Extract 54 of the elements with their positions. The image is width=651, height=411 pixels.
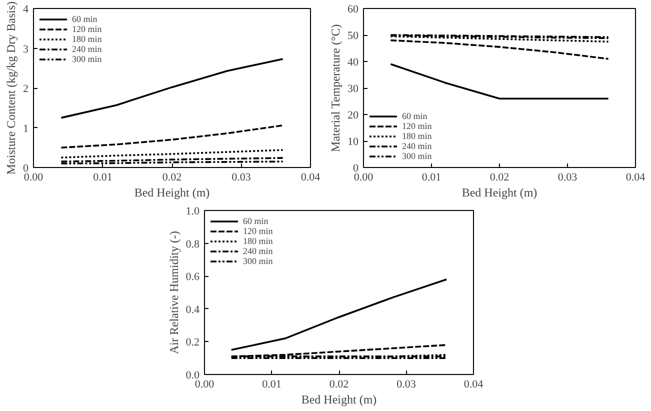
y-axis-title: Air Relative Humidity (-) bbox=[166, 231, 181, 354]
x-axis-title: Bed Height (m) bbox=[462, 186, 538, 200]
y-axis-title: Moisture Content (kg/kg Dry Basis) bbox=[4, 1, 18, 175]
x-tick-label: 0.00 bbox=[24, 172, 44, 184]
legend-label: 60 min bbox=[243, 216, 268, 226]
x-axis-title: Bed Height (m) bbox=[134, 186, 210, 200]
legend-label: 240 min bbox=[402, 141, 432, 151]
x-tick-label: 0.03 bbox=[396, 378, 416, 390]
y-tick-label: 0.4 bbox=[186, 304, 200, 316]
x-tick-label: 0.03 bbox=[232, 172, 252, 184]
y-tick-label: 0.2 bbox=[186, 336, 200, 349]
legend-label: 240 min bbox=[72, 44, 102, 54]
y-tick-label: 1.0 bbox=[186, 206, 200, 218]
legend-label: 60 min bbox=[72, 14, 98, 24]
legend-label: 120 min bbox=[402, 121, 432, 131]
x-tick-label: 0.02 bbox=[490, 172, 510, 184]
x-tick-label: 0.02 bbox=[329, 378, 349, 390]
legend-label: 240 min bbox=[243, 246, 273, 256]
legend-label: 120 min bbox=[72, 24, 102, 34]
y-tick-label: 40 bbox=[348, 56, 359, 68]
y-tick-label: 0.0 bbox=[186, 370, 200, 382]
y-tick-label: 1 bbox=[23, 122, 28, 135]
y-tick-label: 10 bbox=[348, 136, 359, 148]
legend-label: 180 min bbox=[243, 236, 273, 246]
x-tick-label: 0.04 bbox=[464, 378, 484, 390]
y-tick-label: 20 bbox=[348, 110, 359, 122]
x-tick-label: 0.02 bbox=[162, 172, 182, 184]
x-axis-title: Bed Height (m) bbox=[301, 392, 377, 406]
x-tick-label: 0.00 bbox=[194, 378, 215, 390]
y-tick-label: 4 bbox=[23, 4, 29, 16]
y-tick-label: 50 bbox=[348, 30, 359, 42]
legend-label: 300 min bbox=[402, 151, 432, 161]
legend-label: 300 min bbox=[243, 256, 273, 266]
y-tick-label: 0 bbox=[23, 162, 29, 174]
x-tick-label: 0.00 bbox=[354, 172, 374, 184]
y-axis-title: Material Temperature (°C) bbox=[328, 24, 342, 152]
y-tick-label: 0.8 bbox=[186, 238, 200, 250]
legend-label: 180 min bbox=[402, 131, 432, 141]
y-tick-label: 2 bbox=[23, 83, 28, 95]
legend-label: 300 min bbox=[72, 54, 102, 64]
legend-label: 60 min bbox=[402, 111, 428, 121]
y-tick-label: 60 bbox=[348, 4, 359, 16]
x-tick-label: 0.04 bbox=[626, 172, 646, 184]
y-tick-label: 3 bbox=[23, 43, 29, 56]
legend-label: 180 min bbox=[72, 34, 102, 44]
x-tick-label: 0.03 bbox=[558, 172, 578, 184]
y-tick-label: 0 bbox=[353, 162, 359, 174]
y-tick-label: 30 bbox=[348, 83, 359, 95]
x-tick-label: 0.04 bbox=[300, 172, 321, 184]
y-tick-label: 0.6 bbox=[186, 271, 200, 284]
legend-label: 120 min bbox=[243, 226, 273, 236]
x-tick-label: 0.01 bbox=[422, 172, 442, 184]
x-tick-label: 0.01 bbox=[93, 172, 112, 184]
x-tick-label: 0.01 bbox=[262, 378, 282, 390]
